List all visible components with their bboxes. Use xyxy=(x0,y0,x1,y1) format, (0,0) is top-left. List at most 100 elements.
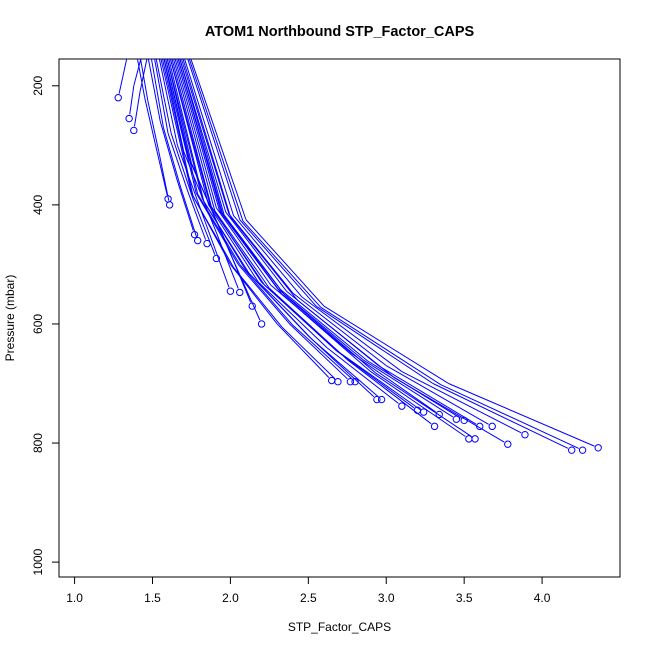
series-line xyxy=(375,372,472,437)
series xyxy=(179,59,484,431)
series xyxy=(130,59,148,135)
series-line xyxy=(174,59,217,208)
data-point xyxy=(125,114,133,123)
series xyxy=(165,59,359,386)
series-line xyxy=(323,305,449,384)
x-tick-label: 3.0 xyxy=(378,591,395,605)
series-line xyxy=(362,359,454,418)
series-line xyxy=(233,215,303,298)
series xyxy=(154,59,211,248)
series-line xyxy=(195,192,239,265)
y-tick-label: 400 xyxy=(31,195,45,215)
series-line xyxy=(188,59,244,222)
series xyxy=(150,59,202,245)
data-point xyxy=(346,378,355,386)
series-line xyxy=(129,85,135,115)
series xyxy=(180,59,496,431)
series-line xyxy=(162,127,182,188)
x-tick-label: 2.5 xyxy=(300,591,317,605)
data-point xyxy=(373,395,381,404)
series-line xyxy=(301,296,403,372)
x-tick-label: 2.0 xyxy=(222,591,239,605)
series-line xyxy=(242,220,322,308)
plot-frame xyxy=(58,58,621,578)
x-tick-label: 4.0 xyxy=(534,591,551,605)
series-line xyxy=(239,264,294,326)
data-point xyxy=(419,408,428,416)
series-line xyxy=(158,151,170,201)
x-axis-label: STP_Factor_CAPS xyxy=(288,620,391,634)
series xyxy=(162,59,342,386)
series-line xyxy=(190,59,247,220)
series xyxy=(182,59,512,448)
y-tick-label: 600 xyxy=(31,314,45,334)
data-point xyxy=(521,430,529,439)
series-line xyxy=(223,214,286,296)
series xyxy=(163,59,355,386)
series-line xyxy=(230,216,298,301)
series xyxy=(177,59,473,443)
series-line xyxy=(166,59,203,200)
series-line xyxy=(284,294,376,374)
data-point xyxy=(488,422,496,431)
series-line xyxy=(370,371,466,437)
series-line xyxy=(378,365,477,425)
series-line xyxy=(281,293,371,372)
series-line xyxy=(165,59,199,195)
series-line xyxy=(173,59,216,211)
series-line xyxy=(281,326,336,380)
series-line xyxy=(134,0,150,26)
series-layer xyxy=(114,0,602,454)
data-point xyxy=(334,378,342,386)
y-axis-label: Pressure (mbar) xyxy=(3,275,17,362)
data-point xyxy=(398,402,406,410)
x-tick-label: 1.0 xyxy=(66,591,83,605)
y-tick-label: 200 xyxy=(31,75,45,95)
series-line xyxy=(167,133,189,194)
series-line xyxy=(386,365,489,425)
series-line xyxy=(346,359,432,425)
series-line xyxy=(147,100,160,152)
series xyxy=(179,59,479,443)
series-line xyxy=(222,213,283,295)
series xyxy=(140,59,174,209)
series-line xyxy=(203,201,250,274)
series-line xyxy=(187,192,207,240)
data-point xyxy=(578,446,587,454)
x-axis: 1.0 1.5 2.0 2.5 3.0 3.5 4.0 xyxy=(66,576,551,605)
series-line xyxy=(170,133,194,200)
series xyxy=(190,59,602,452)
series-line xyxy=(140,59,149,101)
series-line xyxy=(320,306,442,386)
series-line xyxy=(289,323,348,380)
series-line xyxy=(169,59,211,206)
series-line xyxy=(432,383,569,449)
series-line xyxy=(155,59,172,134)
series-line xyxy=(176,180,194,231)
series-line xyxy=(118,61,127,94)
series-line xyxy=(448,383,595,447)
data-point xyxy=(435,410,443,419)
series-line xyxy=(150,59,164,128)
series-line xyxy=(160,59,192,194)
series-line xyxy=(326,347,399,404)
series-line xyxy=(177,59,224,214)
series-line xyxy=(163,59,197,194)
series-line xyxy=(393,377,505,443)
series xyxy=(114,0,150,102)
series-line xyxy=(154,59,169,134)
series-line xyxy=(180,59,230,214)
y-tick-label: 800 xyxy=(31,433,45,453)
data-point xyxy=(226,287,235,295)
series-line xyxy=(192,195,234,268)
series xyxy=(168,59,386,404)
series-line xyxy=(297,299,395,378)
series-line xyxy=(276,323,330,378)
series-line xyxy=(205,222,230,288)
series-line xyxy=(180,186,197,237)
series-line xyxy=(248,273,312,340)
series-line xyxy=(211,207,266,286)
series-line xyxy=(179,59,227,213)
series-line xyxy=(159,121,178,182)
